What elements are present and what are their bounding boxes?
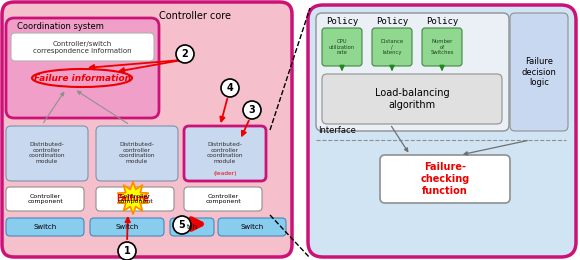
Text: CPU
utilization
rate: CPU utilization rate	[329, 39, 355, 55]
FancyBboxPatch shape	[372, 28, 412, 66]
Circle shape	[118, 242, 136, 260]
Circle shape	[176, 45, 194, 63]
Text: Controller
component: Controller component	[117, 194, 153, 204]
Text: Load-balancing
algorithm: Load-balancing algorithm	[375, 88, 450, 110]
FancyBboxPatch shape	[308, 5, 576, 257]
FancyBboxPatch shape	[218, 218, 286, 236]
Text: 1: 1	[124, 246, 130, 256]
Text: Failure-
checking
function: Failure- checking function	[420, 162, 470, 196]
Text: Switch: Switch	[34, 224, 57, 230]
Text: Failure information: Failure information	[34, 74, 130, 82]
Text: Distributed-
controller
coordination
module: Distributed- controller coordination mod…	[119, 142, 155, 164]
FancyBboxPatch shape	[6, 187, 84, 211]
FancyBboxPatch shape	[170, 218, 214, 236]
Text: Controller
component: Controller component	[205, 194, 241, 204]
FancyBboxPatch shape	[96, 187, 174, 211]
FancyBboxPatch shape	[6, 218, 84, 236]
Text: Policy: Policy	[376, 17, 408, 26]
FancyBboxPatch shape	[6, 18, 159, 118]
Text: Policy: Policy	[426, 17, 458, 26]
Text: Distributed-
controller
coordination
module: Distributed- controller coordination mod…	[29, 142, 66, 164]
FancyBboxPatch shape	[422, 28, 462, 66]
FancyBboxPatch shape	[2, 2, 292, 257]
FancyBboxPatch shape	[184, 187, 262, 211]
Text: Coordination system: Coordination system	[17, 22, 103, 31]
Text: Policy: Policy	[326, 17, 358, 26]
FancyBboxPatch shape	[380, 155, 510, 203]
FancyBboxPatch shape	[316, 13, 509, 131]
FancyBboxPatch shape	[11, 33, 154, 61]
FancyBboxPatch shape	[510, 13, 568, 131]
FancyBboxPatch shape	[96, 126, 178, 181]
Circle shape	[243, 101, 261, 119]
Text: Controller
component: Controller component	[27, 194, 63, 204]
Text: Distributed-
controller
coordination
module: Distributed- controller coordination mod…	[206, 142, 243, 164]
FancyBboxPatch shape	[90, 218, 164, 236]
FancyBboxPatch shape	[184, 126, 266, 181]
Text: Failure
decision
logic: Failure decision logic	[521, 57, 556, 87]
Text: Controller core: Controller core	[159, 11, 231, 21]
FancyBboxPatch shape	[322, 28, 362, 66]
Text: Number
of
Switches: Number of Switches	[430, 39, 454, 55]
Text: tch: tch	[186, 224, 198, 230]
Circle shape	[173, 216, 191, 234]
Text: Switch: Switch	[240, 224, 264, 230]
Text: 5: 5	[179, 220, 186, 230]
Text: 4: 4	[227, 83, 233, 93]
Text: 3: 3	[249, 105, 255, 115]
FancyBboxPatch shape	[6, 126, 88, 181]
FancyBboxPatch shape	[322, 74, 502, 124]
Text: Distance
/
latency: Distance / latency	[380, 39, 404, 55]
Polygon shape	[118, 182, 148, 214]
Circle shape	[221, 79, 239, 97]
Text: Switch: Switch	[115, 224, 139, 230]
Text: Controller/switch
correspondence information: Controller/switch correspondence informa…	[32, 41, 131, 54]
Text: Failure: Failure	[117, 193, 150, 203]
Text: Interface: Interface	[318, 126, 356, 135]
Text: 2: 2	[182, 49, 188, 59]
Text: (leader): (leader)	[213, 171, 237, 176]
